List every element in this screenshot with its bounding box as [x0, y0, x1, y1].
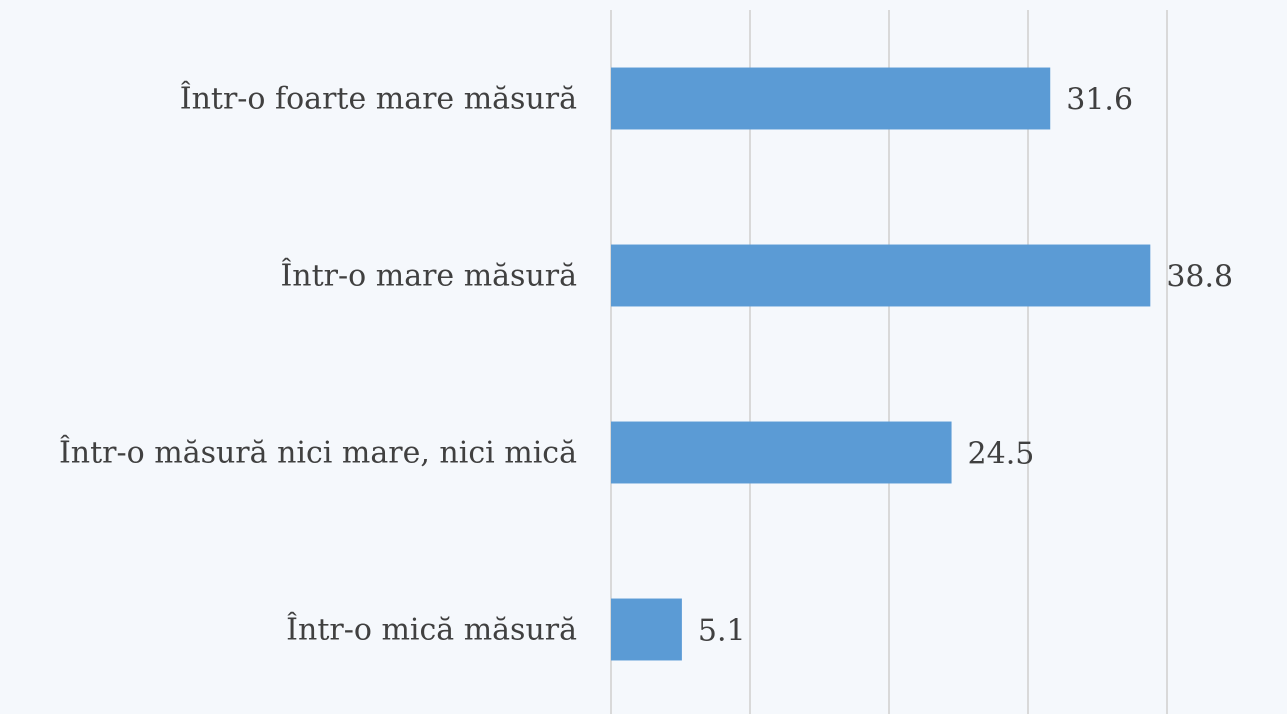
y-tick-label: Într-o foarte mare măsură: [180, 81, 577, 117]
y-tick-label: Într-o măsură nici mare, nici mică: [59, 435, 577, 471]
data-label: 24.5: [968, 437, 1035, 472]
bar: [611, 67, 1051, 130]
y-tick-label: Într-o mică măsură: [286, 612, 577, 648]
bar: [611, 598, 682, 661]
data-label: 5.1: [698, 614, 746, 649]
data-label: 31.6: [1066, 83, 1133, 118]
data-label: 38.8: [1166, 260, 1233, 295]
bar: [611, 421, 952, 484]
y-tick-label: Într-o mare măsură: [280, 258, 577, 294]
bar: [611, 244, 1151, 307]
